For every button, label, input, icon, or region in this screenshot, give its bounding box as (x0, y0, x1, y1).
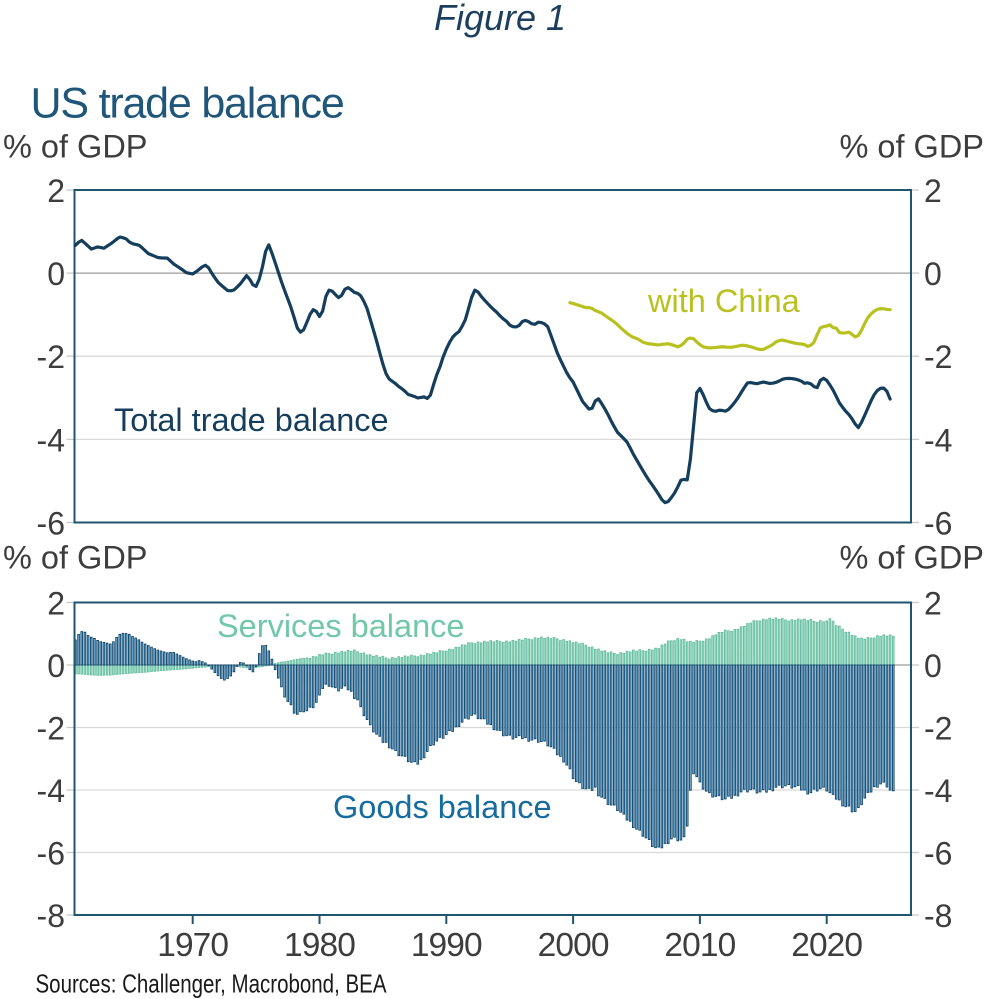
svg-text:with China: with China (647, 283, 801, 319)
svg-text:2: 2 (924, 586, 942, 622)
svg-text:-6: -6 (924, 836, 952, 872)
svg-text:-8: -8 (37, 898, 65, 934)
svg-text:-6: -6 (37, 836, 65, 872)
svg-text:Services balance: Services balance (217, 608, 465, 644)
svg-text:Total trade balance: Total trade balance (114, 402, 389, 438)
svg-text:-2: -2 (37, 339, 65, 375)
svg-text:-2: -2 (924, 339, 952, 375)
svg-text:-8: -8 (924, 898, 952, 934)
svg-text:1980: 1980 (284, 927, 355, 964)
svg-text:% of GDP: % of GDP (3, 540, 148, 576)
svg-text:0: 0 (924, 648, 942, 684)
svg-text:-4: -4 (924, 773, 952, 809)
svg-text:2000: 2000 (538, 927, 609, 964)
svg-text:-2: -2 (924, 711, 952, 747)
svg-text:Sources: Challenger, Macrobond: Sources: Challenger, Macrobond, BEA (36, 969, 388, 999)
svg-text:2: 2 (924, 173, 942, 209)
svg-text:% of GDP: % of GDP (3, 129, 148, 165)
svg-text:0: 0 (924, 256, 942, 292)
svg-text:2010: 2010 (664, 927, 735, 964)
svg-text:2: 2 (47, 586, 65, 622)
svg-text:0: 0 (47, 648, 65, 684)
svg-text:1990: 1990 (411, 927, 482, 964)
svg-text:Goods balance: Goods balance (333, 789, 552, 825)
svg-text:0: 0 (47, 256, 65, 292)
svg-text:-4: -4 (924, 422, 952, 458)
svg-text:-6: -6 (37, 506, 65, 542)
svg-text:% of GDP: % of GDP (840, 129, 984, 165)
svg-text:-2: -2 (37, 711, 65, 747)
svg-text:% of GDP: % of GDP (840, 540, 984, 576)
svg-text:-4: -4 (37, 773, 65, 809)
svg-text:Figure 1: Figure 1 (434, 0, 566, 38)
svg-text:2020: 2020 (791, 927, 862, 964)
svg-text:-6: -6 (924, 506, 952, 542)
svg-text:US trade balance: US trade balance (31, 80, 344, 128)
svg-text:-4: -4 (37, 422, 65, 458)
svg-text:1970: 1970 (157, 927, 228, 964)
svg-text:2: 2 (47, 173, 65, 209)
